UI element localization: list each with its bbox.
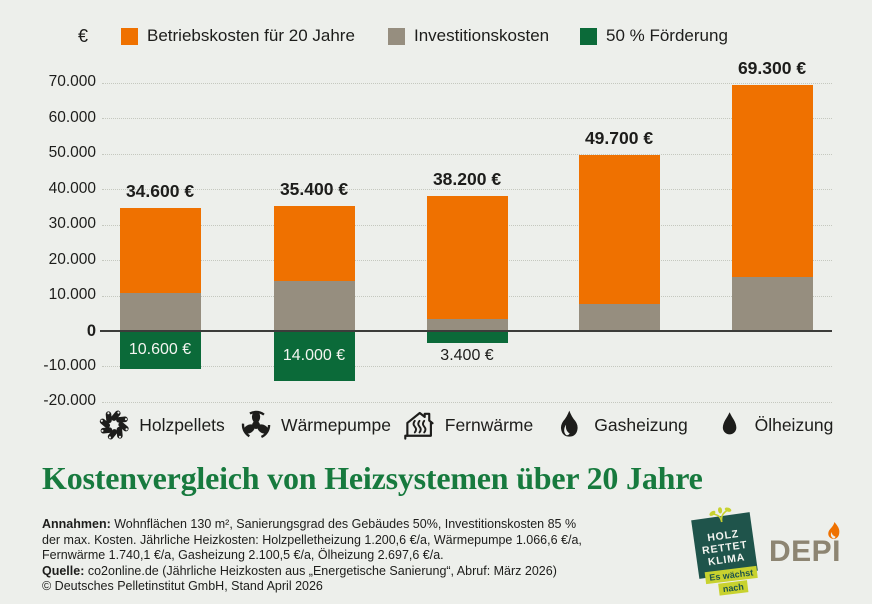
y-tick-label: 70.000: [48, 73, 96, 91]
district-heat-house-icon: [401, 406, 439, 444]
category-label: Ölheizung: [754, 414, 834, 435]
gridline: [102, 118, 832, 120]
bar-segment-operating: [426, 195, 508, 319]
bar-total-label: 49.700 €: [584, 127, 654, 148]
bar-segment-operating: [273, 205, 355, 282]
bar-segment-investment: [119, 293, 201, 331]
zero-axis-line: [100, 329, 832, 333]
bar-segment-investment: [578, 303, 660, 331]
footnote-line: Quelle: co2online.de (Jährliche Heizkost…: [42, 564, 582, 580]
pellets-icon: [95, 406, 133, 444]
y-tick-label: 60.000: [48, 108, 96, 126]
drop-icon: [711, 406, 749, 444]
category-label: Holzpellets: [139, 414, 225, 435]
category-label: Wärmepumpe: [281, 414, 391, 435]
legend-label: Betriebskosten für 20 Jahre: [147, 26, 355, 45]
bar-total-label: 34.600 €: [125, 181, 195, 202]
gridline: [102, 82, 832, 84]
bar-segment-subsidy: [426, 331, 508, 344]
bar-segment-subsidy: [273, 331, 355, 381]
tree-sprout-icon: [707, 505, 735, 526]
y-tick-label: 20.000: [48, 250, 96, 268]
footnote-text: co2online.de (Jährliche Heizkosten aus „…: [84, 563, 557, 578]
footnote-text: Fernwärme 1.740,1 €/a, Gasheizung 2.100,…: [42, 548, 444, 563]
category-holzpellets: Holzpellets: [95, 406, 225, 444]
subsidy-value-label: 10.600 €: [128, 340, 192, 358]
y-tick-label: 10.000: [48, 286, 96, 304]
bar-total-label: 35.400 €: [279, 178, 349, 199]
bar-segment-operating: [731, 85, 813, 277]
y-tick-label: -10.000: [43, 356, 96, 374]
y-axis-unit-label: €: [78, 26, 89, 46]
bar-segment-operating: [578, 154, 660, 304]
gridline: [102, 153, 832, 155]
legend-label: Investitionskosten: [414, 26, 550, 45]
bar-segment-investment: [273, 281, 355, 331]
legend-item-subsidy: 50 % Förderung: [580, 26, 728, 46]
footnote-line: Fernwärme 1.740,1 €/a, Gasheizung 2.100,…: [42, 548, 582, 564]
legend-swatch-green: [580, 27, 597, 45]
legend-swatch-gray: [388, 27, 405, 45]
category-oelheizung: Ölheizung: [711, 406, 834, 444]
y-tick-label: 40.000: [48, 179, 96, 197]
bar-total-label: 38.200 €: [432, 168, 502, 189]
legend-item-investment: Investitionskosten: [388, 26, 549, 46]
legend-item-operating: Betriebskosten für 20 Jahre: [121, 26, 355, 46]
y-tick-label: 50.000: [48, 144, 96, 162]
footnote: Annahmen: Wohnflächen 130 m², Sanierungs…: [42, 517, 582, 595]
y-tick-label: 0: [86, 321, 96, 340]
footnote-bold: Quelle:: [42, 563, 85, 578]
category-gasheizung: Gasheizung: [550, 406, 688, 444]
subsidy-value-label: 14.000 €: [282, 346, 346, 364]
gridline: [102, 366, 832, 368]
footnote-text: © Deutsches Pelletinstitut GmbH, Stand A…: [42, 579, 323, 594]
bar-total-label: 69.300 €: [737, 58, 807, 79]
category-label: Fernwärme: [444, 414, 534, 435]
category-label: Gasheizung: [594, 414, 688, 435]
bar-segment-investment: [731, 276, 813, 331]
category-waermepumpe: Wärmepumpe: [237, 406, 391, 444]
chart-title: Kostenvergleich von Heizsystemen über 20…: [42, 460, 703, 496]
subsidy-value-label: 3.400 €: [440, 347, 494, 365]
depi-logo: DEPI: [769, 522, 842, 569]
gridline: [102, 189, 832, 191]
holz-rettet-klima-logo: HOLZ RETTET KLIMA: [691, 507, 758, 579]
legend-swatch-orange: [121, 27, 138, 45]
footnote-line: der max. Kosten. Jährliche Heizkosten: H…: [42, 533, 582, 549]
bar-segment-subsidy: [119, 331, 201, 369]
footnote-bold: Annahmen:: [42, 517, 111, 531]
flame-icon: [550, 406, 588, 444]
y-tick-label: 30.000: [48, 215, 96, 233]
gridline: [102, 401, 832, 403]
fan-icon: [237, 406, 275, 444]
depi-flame-icon: [826, 516, 841, 550]
footnote-text: der max. Kosten. Jährliche Heizkosten: H…: [42, 532, 582, 547]
footnote-text: Wohnflächen 130 m², Sanierungsgrad des G…: [110, 517, 577, 531]
depi-wordmark: DEPI: [769, 535, 842, 568]
y-tick-label: -20.000: [43, 392, 96, 410]
category-fernwaerme: Fernwärme: [401, 406, 534, 444]
footnote-line: © Deutsches Pelletinstitut GmbH, Stand A…: [42, 579, 582, 595]
bar-segment-operating: [119, 208, 201, 294]
footnote-line: Annahmen: Wohnflächen 130 m², Sanierungs…: [42, 517, 582, 533]
legend-label: 50 % Förderung: [606, 26, 728, 45]
bar-segment-investment: [426, 318, 508, 331]
